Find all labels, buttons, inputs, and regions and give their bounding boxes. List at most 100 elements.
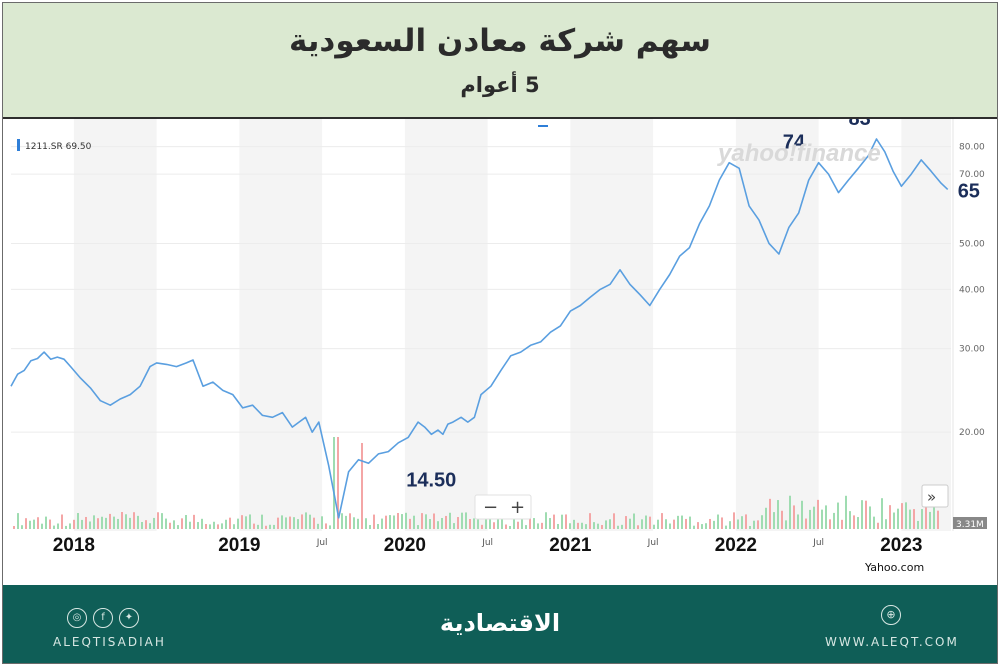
volume-bar <box>137 515 139 529</box>
data-annotation: 65 <box>958 180 980 202</box>
volume-bar <box>49 519 51 529</box>
volume-bar <box>37 517 39 529</box>
volume-bar <box>921 509 923 529</box>
expand-button[interactable]: » <box>921 484 949 508</box>
volume-bar <box>93 515 95 529</box>
volume-bar <box>477 518 479 529</box>
volume-bar <box>725 525 727 529</box>
volume-bar <box>729 521 731 529</box>
volume-bar <box>489 512 491 529</box>
volume-bar <box>145 520 147 529</box>
volume-bar <box>361 443 363 529</box>
volume-bar <box>81 519 83 529</box>
volume-bar <box>345 515 347 529</box>
price-line <box>10 138 949 519</box>
volume-bar <box>45 516 47 529</box>
volume-bar <box>289 516 291 529</box>
volume-bar <box>381 518 383 529</box>
x-tick-label: 2020 <box>384 535 426 556</box>
x-tick-label: 2021 <box>549 535 592 556</box>
volume-bar <box>781 510 783 529</box>
volume-bar <box>913 509 915 529</box>
volume-bar <box>605 520 607 529</box>
instagram-icon[interactable]: ◎ <box>67 608 87 628</box>
chart-title: سهم شركة معادن السعودية <box>288 23 712 59</box>
volume-bar <box>457 517 459 529</box>
y-tick-label: 80.00 <box>959 143 985 153</box>
volume-bar <box>453 523 455 529</box>
volume-bar <box>629 518 631 529</box>
volume-bar <box>933 499 935 529</box>
y-tick-label: 30.00 <box>959 345 985 355</box>
volume-bar <box>885 519 887 529</box>
volume-bar <box>901 503 903 529</box>
volume-bar <box>113 516 115 529</box>
volume-bar <box>705 523 707 529</box>
volume-bar <box>369 524 371 529</box>
website-link[interactable]: WWW.ALEQT.COM <box>825 635 959 649</box>
x-minor-label: Jul <box>316 538 328 548</box>
volume-bar <box>513 515 515 529</box>
volume-bar <box>397 513 399 529</box>
volume-bar <box>233 524 235 529</box>
volume-bar <box>193 514 195 529</box>
volume-bar <box>777 500 779 529</box>
volume-bar <box>461 512 463 529</box>
volume-bar <box>33 519 35 529</box>
volume-label-box <box>953 517 987 529</box>
volume-bar <box>497 515 499 529</box>
volume-bar <box>277 517 279 529</box>
volume-bar <box>273 524 275 529</box>
volume-bar <box>601 525 603 529</box>
volume-bar <box>637 525 639 529</box>
volume-bar <box>281 515 283 529</box>
volume-bar <box>189 521 191 529</box>
volume-bar <box>785 520 787 529</box>
volume-bar <box>173 520 175 529</box>
volume-bar <box>69 523 71 529</box>
volume-bar <box>89 521 91 529</box>
volume-bar <box>661 513 663 529</box>
volume-bar <box>313 517 315 529</box>
volume-bar <box>669 523 671 529</box>
volume-bar <box>597 523 599 529</box>
volume-bar <box>445 515 447 529</box>
volume-bar <box>141 522 143 529</box>
zoom-box <box>474 494 532 520</box>
volume-bar <box>41 523 43 529</box>
social-handle[interactable]: ALEQTISADIAH <box>53 635 166 649</box>
volume-bar <box>125 514 127 529</box>
volume-bar <box>421 513 423 529</box>
volume-bar <box>717 514 719 529</box>
zoom-controls[interactable]: − + <box>474 494 532 520</box>
volume-bar <box>645 515 647 529</box>
volume-bar <box>97 518 99 529</box>
volume-bar <box>805 518 807 529</box>
volume-label: 3.31M <box>956 520 984 530</box>
volume-bar <box>641 519 643 529</box>
volume-bar <box>877 522 879 529</box>
volume-bar <box>485 517 487 529</box>
volume-bar <box>685 518 687 529</box>
y-tick-label: 40.00 <box>959 285 985 295</box>
volume-bar <box>837 502 839 529</box>
chart-subtitle: 5 أعوام <box>460 73 540 97</box>
volume-bar <box>389 515 391 529</box>
volume-bar <box>317 523 319 529</box>
zoom-in-button[interactable]: + <box>510 497 525 518</box>
facebook-icon[interactable]: f <box>93 608 113 628</box>
volume-bar <box>425 514 427 529</box>
twitter-icon[interactable]: ✦ <box>119 608 139 628</box>
x-minor-label: Jul <box>481 538 493 548</box>
volume-bar <box>565 514 567 529</box>
volume-bar <box>809 509 811 529</box>
zoom-out-button[interactable]: − <box>483 497 498 518</box>
expand-button-box[interactable] <box>921 484 949 508</box>
volume-bar <box>537 523 539 529</box>
volume-bar <box>429 519 431 529</box>
volume-bar <box>853 515 855 529</box>
volume-bar <box>845 495 847 529</box>
volume-bar <box>61 514 63 529</box>
volume-bar <box>761 515 763 529</box>
volume-bar <box>541 522 543 529</box>
